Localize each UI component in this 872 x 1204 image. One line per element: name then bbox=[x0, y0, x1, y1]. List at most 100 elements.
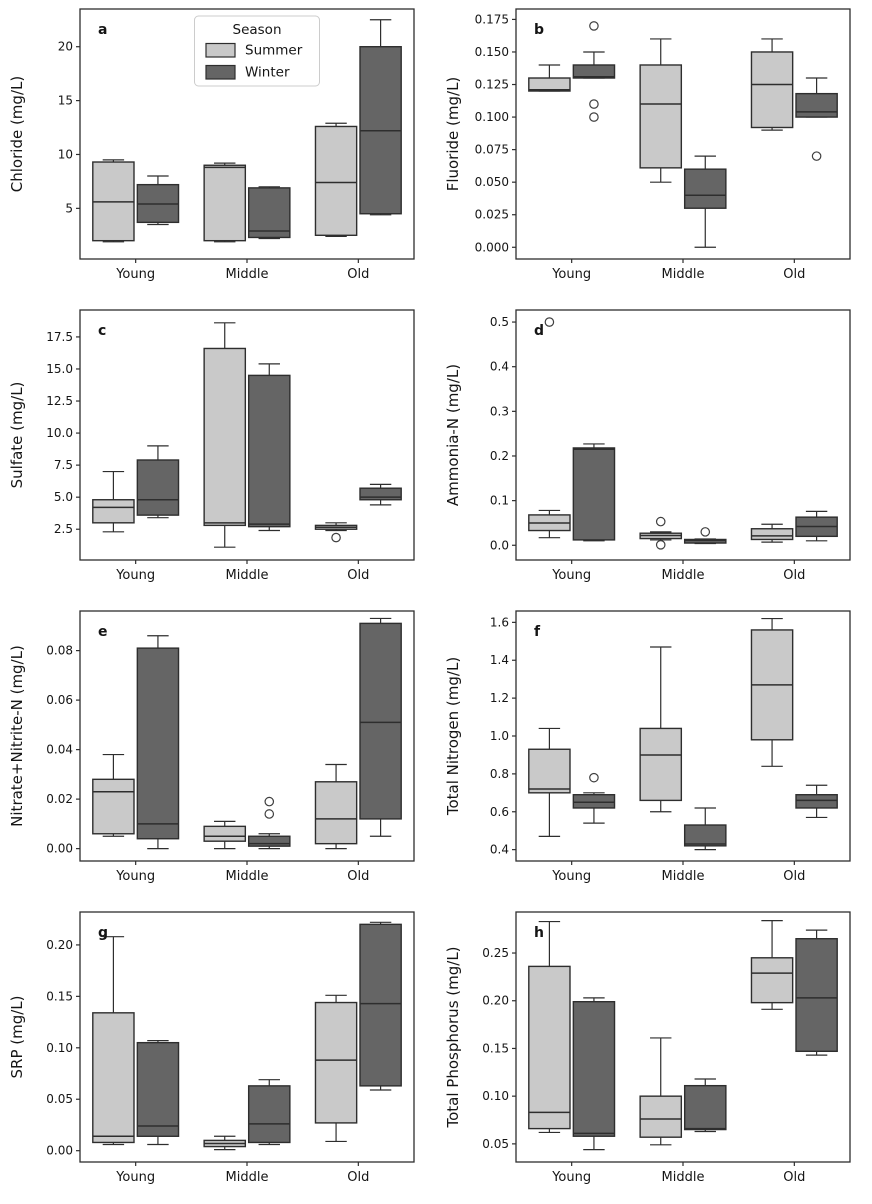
flier-winter-middle-1 bbox=[264, 809, 275, 819]
box-winter-young bbox=[572, 1000, 616, 1137]
panel-f-boxgroup-summer-old bbox=[750, 617, 794, 767]
panel-h-ytick-label-2: 0.15 bbox=[482, 1041, 509, 1055]
panel-g-ytick-label-2: 0.10 bbox=[46, 1041, 73, 1055]
box-winter-young bbox=[572, 447, 616, 541]
box-summer-old bbox=[750, 957, 794, 1004]
panel-d-ytick-label-0: 0.0 bbox=[490, 538, 509, 552]
panel-h-letter: h bbox=[534, 925, 544, 941]
panel-f-xtick-label-0: Young bbox=[551, 869, 591, 884]
panel-c-xtick-label-1: Middle bbox=[226, 568, 269, 583]
panel-a-ytick-label-3: 20 bbox=[58, 40, 73, 54]
panel-c-xtick-label-2: Old bbox=[347, 568, 369, 583]
panel-a-ytick-label-2: 15 bbox=[58, 94, 73, 108]
panel-a-boxgroup-summer-young bbox=[92, 159, 135, 243]
panel-a-ytick-label-1: 10 bbox=[58, 147, 73, 161]
panel-g-boxgroup-summer-old bbox=[314, 994, 358, 1143]
panel-h-boxgroup-summer-old bbox=[750, 919, 794, 1010]
panel-e-xtick-label-2: Old bbox=[347, 869, 369, 884]
flier-winter-old-0 bbox=[811, 151, 822, 161]
panel-e: 0.00 0.02 0.04 0.06 0.08 Young Middle Old Nitrat… bbox=[0, 602, 436, 903]
panel-c-ytick-label-5: 15.0 bbox=[46, 362, 73, 376]
panel-g-xtick-label-0: Young bbox=[115, 1170, 155, 1185]
panel-f-ytick-label-6: 1.6 bbox=[490, 615, 509, 629]
box-summer-young bbox=[528, 77, 571, 92]
panel-e-letter: e bbox=[98, 624, 108, 640]
panel-f-ytick-label-2: 0.8 bbox=[490, 767, 509, 781]
panel-b-xtick-label-0: Young bbox=[551, 267, 591, 282]
panel-a-boxgroup-winter-young bbox=[136, 175, 180, 226]
box-summer-old bbox=[314, 125, 358, 236]
panel-b-letter: b bbox=[534, 22, 544, 38]
panel-h-boxgroup-winter-middle bbox=[683, 1078, 727, 1133]
panel-c-letter: c bbox=[98, 323, 106, 339]
panel-a-letter: a bbox=[98, 22, 107, 38]
panel-d-ytick-label-5: 0.5 bbox=[490, 315, 509, 329]
panel-d-ytick-label-2: 0.2 bbox=[490, 449, 509, 463]
panel-d-xtick-label-0: Young bbox=[551, 568, 591, 583]
panel-g-ytick-label-1: 0.05 bbox=[46, 1092, 73, 1106]
panel-d-boxgroup-winter-middle bbox=[683, 527, 727, 545]
panel-f-boxgroup-winter-old bbox=[795, 784, 838, 819]
panel-g-ylabel: SRP (mg/L) bbox=[8, 995, 26, 1078]
panel-g-boxgroup-winter-young bbox=[136, 1040, 180, 1146]
panel-c-boxgroup-summer-old bbox=[314, 522, 358, 543]
panel-c-ytick-label-6: 17.5 bbox=[46, 330, 73, 344]
panel-g-boxgroup-summer-middle bbox=[203, 1135, 247, 1151]
panel-c-boxgroup-summer-young bbox=[92, 470, 135, 533]
panel-f-boxgroup-summer-middle bbox=[639, 646, 683, 813]
panel-e-boxgroup-winter-old bbox=[359, 617, 402, 837]
panel-e-ylabel: Nitrate+Nitrite-N (mg/L) bbox=[8, 645, 26, 827]
panel-g-letter: g bbox=[98, 925, 108, 941]
panel-g-boxgroup-winter-old bbox=[359, 921, 402, 1091]
box-winter-old bbox=[359, 622, 402, 820]
panel-c-ytick-label-3: 10.0 bbox=[46, 426, 73, 440]
box-winter-middle bbox=[683, 168, 727, 209]
box-summer-middle bbox=[203, 164, 247, 242]
panel-e-svg: 0.00 0.02 0.04 0.06 0.08 Young Middle Old Nitrat… bbox=[8, 610, 415, 884]
panel-a-ytick-label-0: 5 bbox=[65, 201, 73, 215]
panel-d: 0.0 0.1 0.2 0.3 0.4 0.5 Young Middle Old Ammonia-… bbox=[436, 301, 872, 602]
panel-f-ytick-label-1: 0.6 bbox=[490, 805, 509, 819]
box-winter-middle bbox=[247, 835, 291, 847]
panel-e-ytick-label-1: 0.02 bbox=[46, 792, 73, 806]
panel-e-xtick-label-1: Middle bbox=[226, 869, 269, 884]
panel-h-boxgroup-summer-middle bbox=[639, 1037, 683, 1146]
panel-a-boxgroup-summer-old bbox=[314, 122, 358, 237]
box-winter-old bbox=[795, 794, 838, 809]
panel-e-ytick-label-2: 0.04 bbox=[46, 743, 73, 757]
panel-c-ytick-label-1: 5.0 bbox=[54, 490, 73, 504]
panel-b-boxgroup-winter-middle bbox=[683, 155, 727, 248]
box-winter-middle bbox=[247, 187, 291, 239]
panel-f-xtick-label-1: Middle bbox=[662, 869, 705, 884]
box-summer-middle bbox=[203, 347, 247, 527]
panel-a-svg: 5 10 15 20 Young Middle Old Chloride (mg/L) a Sea… bbox=[8, 8, 415, 282]
box-summer-young bbox=[528, 748, 571, 794]
panel-h-ytick-label-4: 0.25 bbox=[482, 946, 509, 960]
legend-swatch-winter bbox=[205, 64, 236, 80]
flier-summer-old-0 bbox=[331, 532, 341, 543]
panel-b-ytick-label-2: 0.050 bbox=[475, 175, 509, 189]
panel-b-boxgroup-summer-old bbox=[750, 38, 794, 131]
panel-h-xtick-label-1: Middle bbox=[662, 1170, 705, 1185]
panel-f-ytick-label-4: 1.2 bbox=[490, 691, 509, 705]
panel-b-ytick-label-6: 0.150 bbox=[475, 45, 509, 59]
box-summer-middle bbox=[639, 1095, 683, 1138]
panel-f-ytick-label-3: 1.0 bbox=[490, 729, 509, 743]
panel-d-ytick-label-1: 0.1 bbox=[490, 494, 509, 508]
box-summer-old bbox=[750, 51, 794, 129]
panel-f-ytick-label-0: 0.4 bbox=[490, 843, 509, 857]
panel-g-boxgroup-summer-young bbox=[92, 936, 135, 1146]
flier-summer-young-0 bbox=[544, 317, 555, 327]
box-winter-young bbox=[136, 459, 180, 516]
box-winter-old bbox=[359, 487, 402, 501]
panel-d-boxgroup-summer-old bbox=[750, 523, 794, 543]
panel-g-ytick-label-4: 0.20 bbox=[46, 938, 73, 952]
panel-b-ytick-label-4: 0.100 bbox=[475, 110, 509, 124]
legend-title: Season bbox=[233, 22, 282, 38]
flier-winter-young-0 bbox=[589, 772, 599, 783]
panel-a-boxgroup-winter-middle bbox=[247, 186, 291, 240]
panel-f-frame bbox=[515, 610, 851, 862]
panel-f: 0.4 0.6 0.8 1.0 1.2 1.4 1.6 Young Middle Old Total… bbox=[436, 602, 872, 903]
panel-d-boxgroup-summer-young bbox=[528, 317, 571, 539]
